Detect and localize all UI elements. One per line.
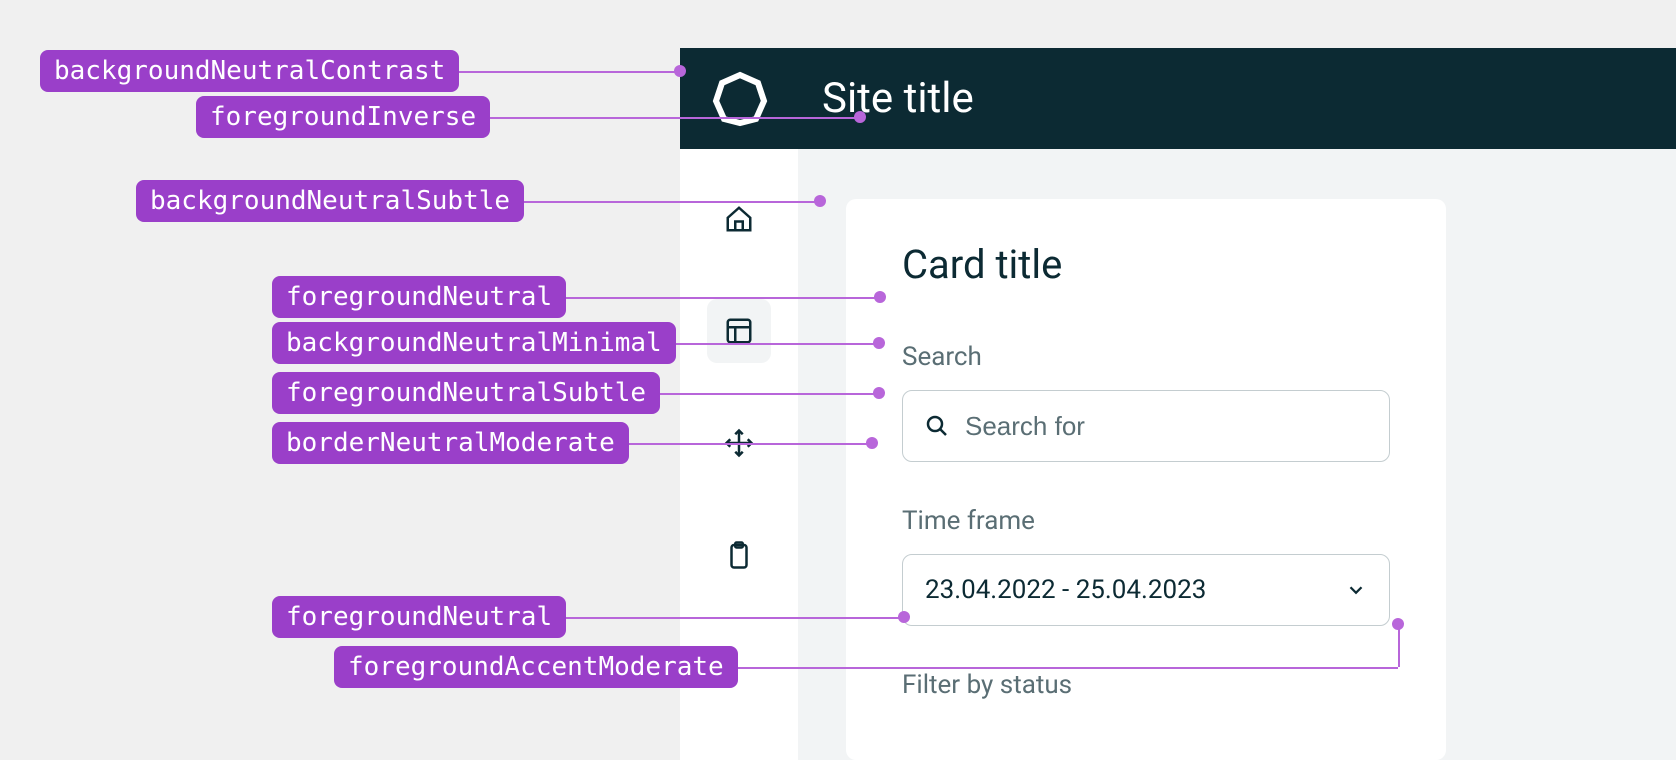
annotation-line (566, 297, 880, 299)
filter-label: Filter by status (902, 670, 1390, 700)
annotation-pill: foregroundAccentModerate (334, 646, 738, 688)
card: Card title Search Time frame 23.04.2022 … (846, 199, 1446, 760)
sidenav-item-home[interactable] (707, 187, 771, 251)
annotation-dot (874, 291, 886, 303)
annotation-line (1398, 624, 1400, 667)
site-title: Site title (822, 74, 974, 123)
search-input[interactable] (965, 411, 1367, 442)
annotation: foregroundNeutral (272, 596, 566, 638)
annotation-pill: borderNeutralModerate (272, 422, 629, 464)
annotation-line (676, 343, 879, 345)
annotation-line (629, 443, 872, 445)
dashboard-icon (724, 316, 754, 346)
annotation: backgroundNeutralContrast (40, 50, 459, 92)
annotation-pill: foregroundNeutral (272, 596, 566, 638)
clipboard-icon (724, 540, 754, 570)
search-label: Search (902, 342, 1390, 372)
sidenav-item-dashboard[interactable] (707, 299, 771, 363)
timeframe-value: 23.04.2022 - 25.04.2023 (925, 575, 1206, 605)
annotation-dot (854, 111, 866, 123)
annotation-line (524, 201, 820, 203)
annotation-line (490, 117, 860, 119)
annotation: foregroundNeutralSubtle (272, 372, 660, 414)
annotation-pill: foregroundNeutralSubtle (272, 372, 660, 414)
annotation: borderNeutralModerate (272, 422, 629, 464)
annotation-line (566, 617, 904, 619)
topbar: Site title (680, 48, 1676, 149)
annotation-line (459, 71, 680, 73)
annotation-dot (866, 437, 878, 449)
annotation: foregroundAccentModerate (334, 646, 738, 688)
timeframe-label: Time frame (902, 506, 1390, 536)
annotation-dot (873, 337, 885, 349)
chevron-down-icon (1345, 579, 1367, 601)
annotation-dot (674, 65, 686, 77)
annotation-pill: backgroundNeutralMinimal (272, 322, 676, 364)
timeframe-select[interactable]: 23.04.2022 - 25.04.2023 (902, 554, 1390, 626)
annotation: foregroundInverse (196, 96, 490, 138)
search-icon (925, 414, 949, 438)
annotation-pill: backgroundNeutralContrast (40, 50, 459, 92)
annotation-dot (814, 195, 826, 207)
logo (708, 67, 772, 131)
preview-app: Site title (680, 48, 1676, 760)
annotation: foregroundNeutral (272, 276, 566, 318)
annotation-pill: foregroundInverse (196, 96, 490, 138)
annotation-dot (1392, 618, 1404, 630)
home-icon (724, 204, 754, 234)
annotation: backgroundNeutralSubtle (136, 180, 524, 222)
annotation-pill: backgroundNeutralSubtle (136, 180, 524, 222)
sidenav-item-clipboard[interactable] (707, 523, 771, 587)
annotation-dot (873, 387, 885, 399)
card-title: Card title (902, 241, 1390, 288)
annotation: backgroundNeutralMinimal (272, 322, 676, 364)
search-input-shell[interactable] (902, 390, 1390, 462)
annotation-dot (898, 611, 910, 623)
annotation-line (738, 667, 1398, 669)
annotation-pill: foregroundNeutral (272, 276, 566, 318)
annotation-line (660, 393, 879, 395)
